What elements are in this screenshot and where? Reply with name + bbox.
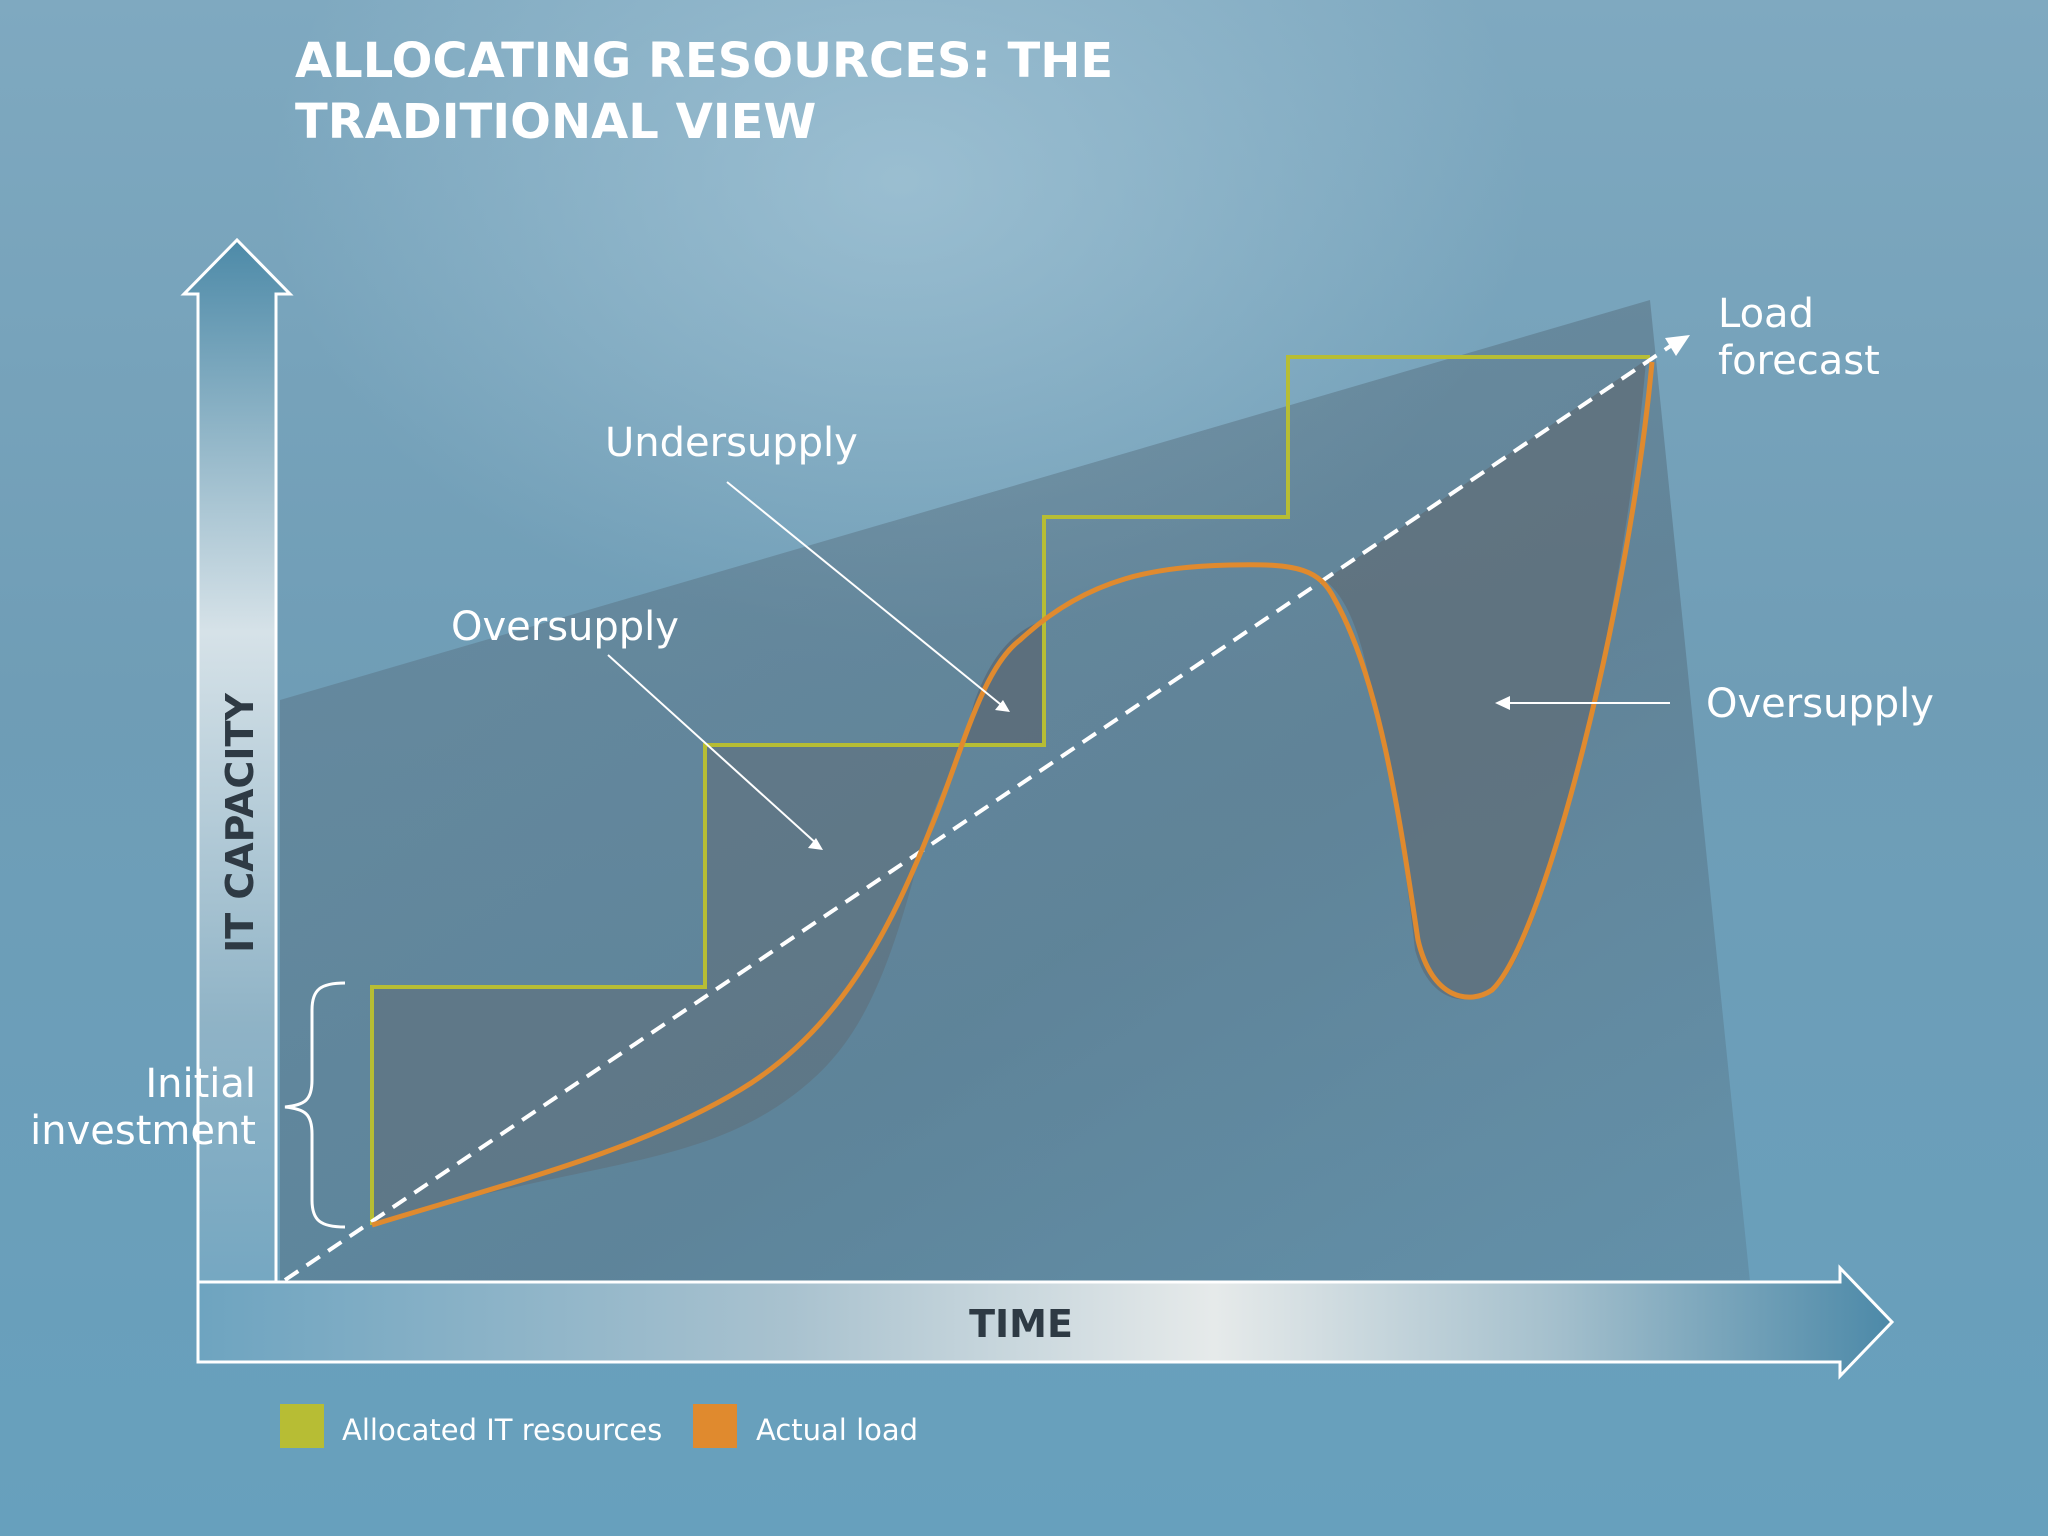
y-axis-arrow	[180, 237, 294, 1362]
x-axis-arrow	[196, 1264, 1895, 1380]
shade-undersupply	[965, 620, 1044, 745]
actual-load-curve	[371, 361, 1655, 1228]
initial-investment-label-line-1: Initial	[145, 1061, 256, 1107]
oversupply-right-pointer-head	[1495, 696, 1510, 710]
legend-swatch-allocated	[280, 1404, 324, 1448]
oversupply-left-pointer	[607, 654, 819, 846]
page-title-line-1: ALLOCATING RESOURCES: THE	[295, 33, 1113, 89]
legend-label-actual: Actual load	[756, 1413, 918, 1447]
x-axis-label: TIME	[969, 1302, 1073, 1346]
y-axis-label: IT CAPACITY	[218, 693, 262, 953]
undersupply-label: Undersupply	[605, 420, 858, 466]
oversupply-left-label: Oversupply	[451, 604, 679, 650]
oversupply-left-pointer-head	[808, 838, 823, 850]
undersupply-pointer	[726, 481, 1006, 709]
legend-swatch-actual	[693, 1404, 737, 1448]
shade-oversupply-early	[370, 745, 965, 1225]
initial-investment-label-line-2: investment	[30, 1108, 256, 1154]
page-title-line-2: TRADITIONAL VIEW	[295, 94, 816, 150]
initial-investment-brace	[284, 981, 346, 1229]
allocated-resources-line	[370, 355, 1650, 1225]
load-forecast-label-line-1: Load	[1718, 291, 1814, 337]
oversupply-right-label: Oversupply	[1706, 681, 1934, 727]
load-forecast-line	[283, 343, 1674, 1282]
legend-label-allocated: Allocated IT resources	[342, 1413, 662, 1447]
undersupply-pointer-head	[995, 700, 1010, 712]
load-forecast-arrowhead	[1665, 335, 1690, 356]
load-forecast-label-line-2: forecast	[1718, 338, 1880, 384]
shade-oversupply-late	[1325, 360, 1646, 1000]
